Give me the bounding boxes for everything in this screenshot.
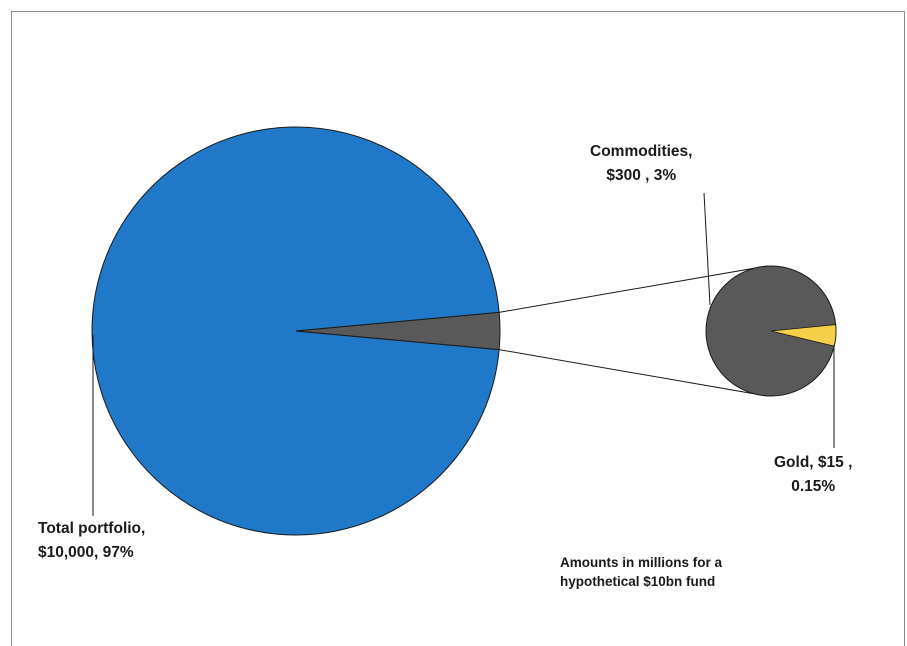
connector-lines (499, 265, 768, 397)
connector-line-top (499, 265, 768, 313)
total-portfolio-label-line2: $10,000, 97% (38, 544, 134, 561)
fund-annotation: Amounts in millions for a hypothetical $… (560, 553, 722, 591)
commodities-label-line2: $300 , 3% (606, 167, 677, 184)
gold-label-line2: 0.15% (791, 478, 836, 495)
gold-label: Gold, $15 , 0.15% (774, 451, 852, 499)
total-portfolio-label: Total portfolio, $10,000, 97% (38, 517, 145, 565)
pie-slice-commodities (295, 311, 501, 351)
total-portfolio-label-line1: Total portfolio, (38, 520, 146, 537)
commodities-label-line1: Commodities, (590, 143, 693, 160)
chart-border (11, 11, 905, 646)
gold-label-line1: Gold, $15 , (774, 454, 853, 471)
fund-annotation-line2: hypothetical $10bn fund (560, 574, 716, 589)
fund-annotation-line1: Amounts in millions for a (560, 555, 723, 570)
leader-line-commodities (703, 192, 711, 306)
leader-lines (92, 192, 835, 516)
secondary-pie (705, 265, 837, 397)
pie-slice-total-portfolio (91, 126, 500, 536)
commodities-label: Commodities, $300 , 3% (590, 140, 692, 188)
main-pie (91, 126, 501, 536)
connector-line-bottom (499, 349, 768, 397)
